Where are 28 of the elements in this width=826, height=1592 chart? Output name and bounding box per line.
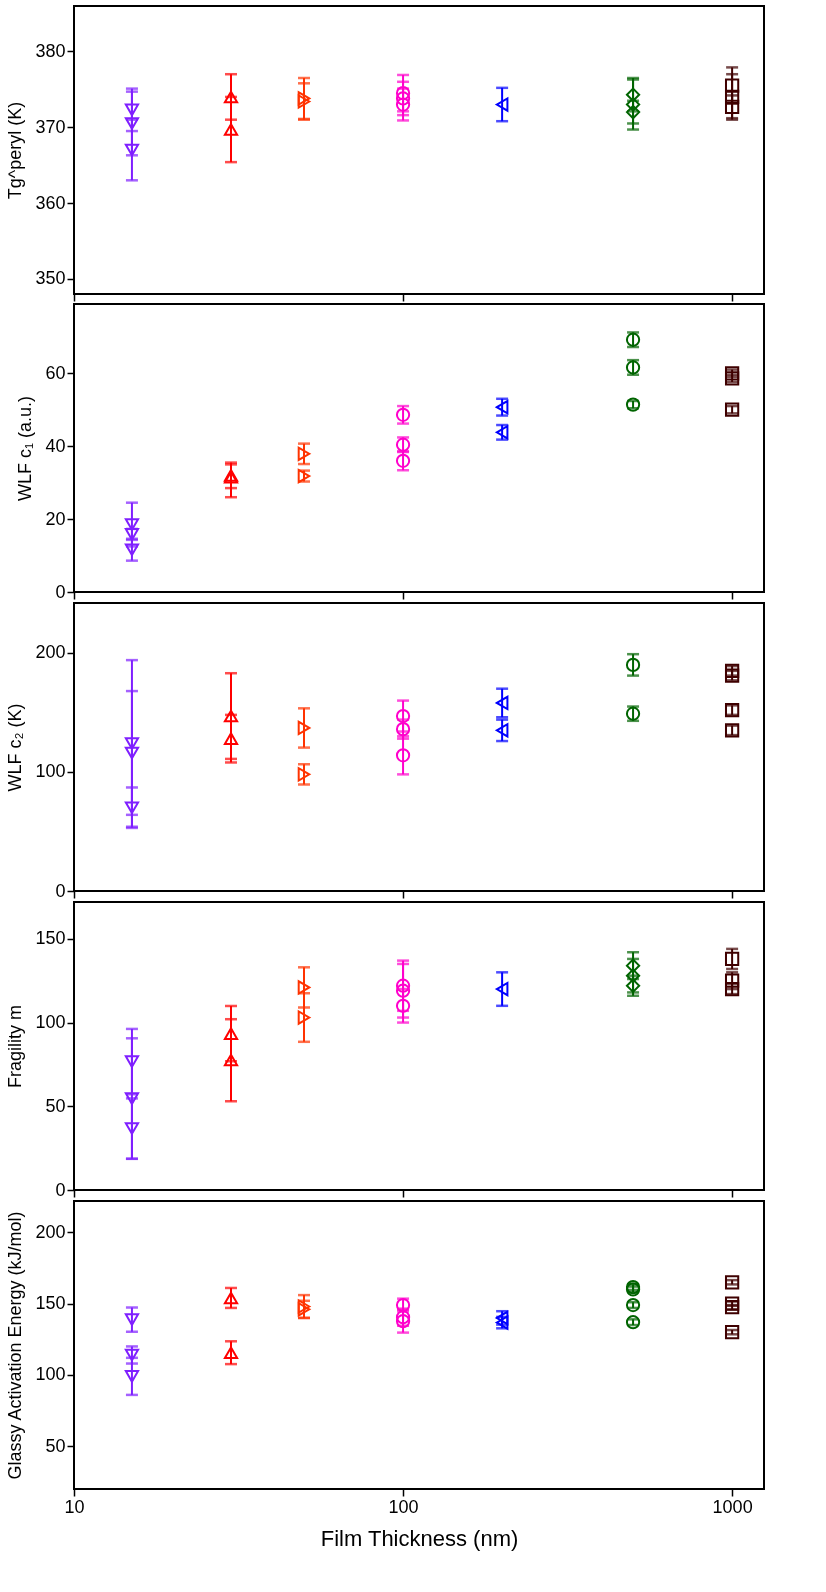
y-axis-title: Tg^peryl (K): [5, 101, 26, 200]
y-tick-label: 200: [35, 642, 66, 663]
y-tick-label: 0: [55, 1179, 66, 1200]
x-axis-title: Film Thickness (nm): [320, 1525, 519, 1551]
x-tick-label: 10: [64, 1496, 85, 1517]
y-tick-label: 360: [35, 192, 66, 213]
y-tick-label: 350: [35, 268, 66, 289]
y-tick-label: 0: [55, 581, 66, 602]
y-tick-label: 150: [35, 928, 66, 949]
x-tick-label: 100: [388, 1496, 419, 1517]
y-tick-label: 100: [35, 1012, 66, 1033]
y-axis-title: Glassy Activation Energy (kJ/mol): [5, 1211, 26, 1480]
y-tick-label: 50: [45, 1095, 66, 1116]
y-axis-title: Fragility m: [5, 1004, 26, 1089]
y-tick-label: 20: [45, 508, 66, 529]
y-tick-label: 370: [35, 116, 66, 137]
y-tick-label: 100: [35, 761, 66, 782]
y-tick-label: 150: [35, 1293, 66, 1314]
y-tick-label: 50: [45, 1435, 66, 1456]
y-tick-label: 0: [55, 880, 66, 901]
y-tick-label: 40: [45, 435, 66, 456]
y-tick-label: 100: [35, 1364, 66, 1385]
y-axis-title: WLF c₂ (K): [5, 703, 26, 792]
y-axis-title: WLF c₁ (a.u.): [15, 395, 36, 502]
x-tick-label: 1000: [712, 1496, 753, 1517]
y-tick-label: 60: [45, 362, 66, 383]
y-tick-label: 200: [35, 1221, 66, 1242]
y-tick-label: 380: [35, 40, 66, 61]
